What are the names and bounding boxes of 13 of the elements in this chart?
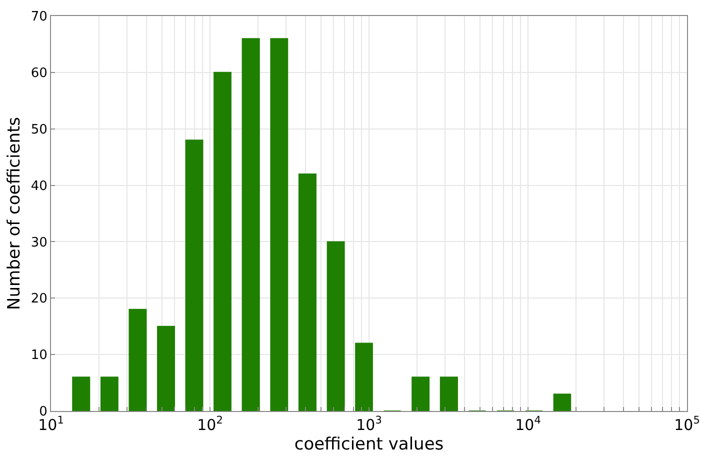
y-tick-label: 40 [30,178,48,194]
y-tick-label: 70 [30,10,48,25]
x-tick-label: 10$^{5}$ [674,414,700,434]
y-tick-label: 10 [30,348,48,364]
y-tick-label: 60 [30,66,48,81]
y-tick-label: 50 [30,122,48,138]
x-axis-title: coefficient values [294,434,444,454]
y-axis-title: Number of coefficients [4,116,24,310]
x-tick-label: 10$^{3}$ [356,414,382,434]
y-tick-label: 30 [30,235,48,250]
x-tick-label: 10$^{2}$ [197,414,223,434]
y-tick-label: 20 [30,292,48,307]
x-tick-label: 10$^{4}$ [515,414,542,434]
